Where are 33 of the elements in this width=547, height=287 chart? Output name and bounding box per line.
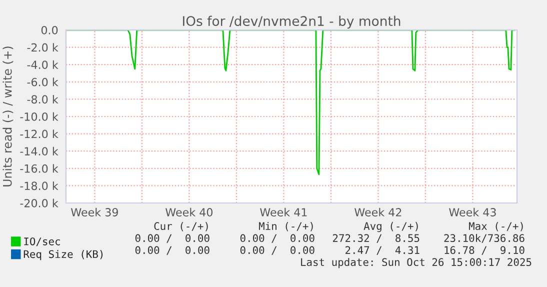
text: 272.32 / 8.55	[332, 234, 420, 243]
y-tick-label: -2.0 k	[27, 43, 58, 52]
x-tick-label: Week 41	[260, 208, 307, 216]
text: 2.47 / 4.31	[346, 246, 420, 255]
text: 0.00 / 0.00	[135, 246, 210, 255]
y-tick-label: 0.0	[41, 26, 58, 34]
y-tick-label: -14.0 k	[20, 146, 58, 156]
y-tick-label: -10.0 k	[20, 112, 58, 121]
text: Min (-/+)	[258, 222, 313, 232]
text: Avg (-/+)	[364, 222, 418, 232]
y-tick-label: -16.0 k	[20, 164, 58, 173]
text: 16.78 / 9.10	[444, 246, 524, 255]
y-tick-label: -12.0 k	[20, 130, 58, 138]
y-tick-label: -20.0 k	[20, 198, 58, 208]
legend-label: Req Size (KB)	[24, 250, 103, 260]
y-tick-label: -18.0 k	[20, 181, 58, 190]
text: Last update: Sun Oct 26 15:00:17 2025	[301, 258, 532, 268]
y-axis-title: Units read (-) / write (+)	[2, 46, 14, 186]
x-tick-label: Week 43	[449, 208, 496, 216]
x-tick-label: Week 42	[354, 208, 402, 216]
text: 23.10k/736.86	[444, 234, 524, 243]
x-tick-label: Week 40	[166, 208, 213, 216]
text: 0.00 / 0.00	[240, 246, 314, 255]
chart-title: IOs for /dev/nvme2n1 - by month	[183, 16, 400, 29]
y-tick-label: -8.0 k	[27, 94, 58, 104]
text: Max (-/+)	[468, 222, 523, 232]
text: 0.00 / 0.00	[135, 234, 210, 243]
y-tick-label: -6.0 k	[27, 78, 58, 86]
x-tick-label: Week 39	[71, 208, 118, 216]
legend-label: IO/sec	[24, 237, 60, 246]
text: 0.00 / 0.00	[240, 234, 314, 243]
y-tick-label: -4.0 k	[27, 60, 58, 69]
text: Cur (-/+)	[154, 222, 208, 232]
